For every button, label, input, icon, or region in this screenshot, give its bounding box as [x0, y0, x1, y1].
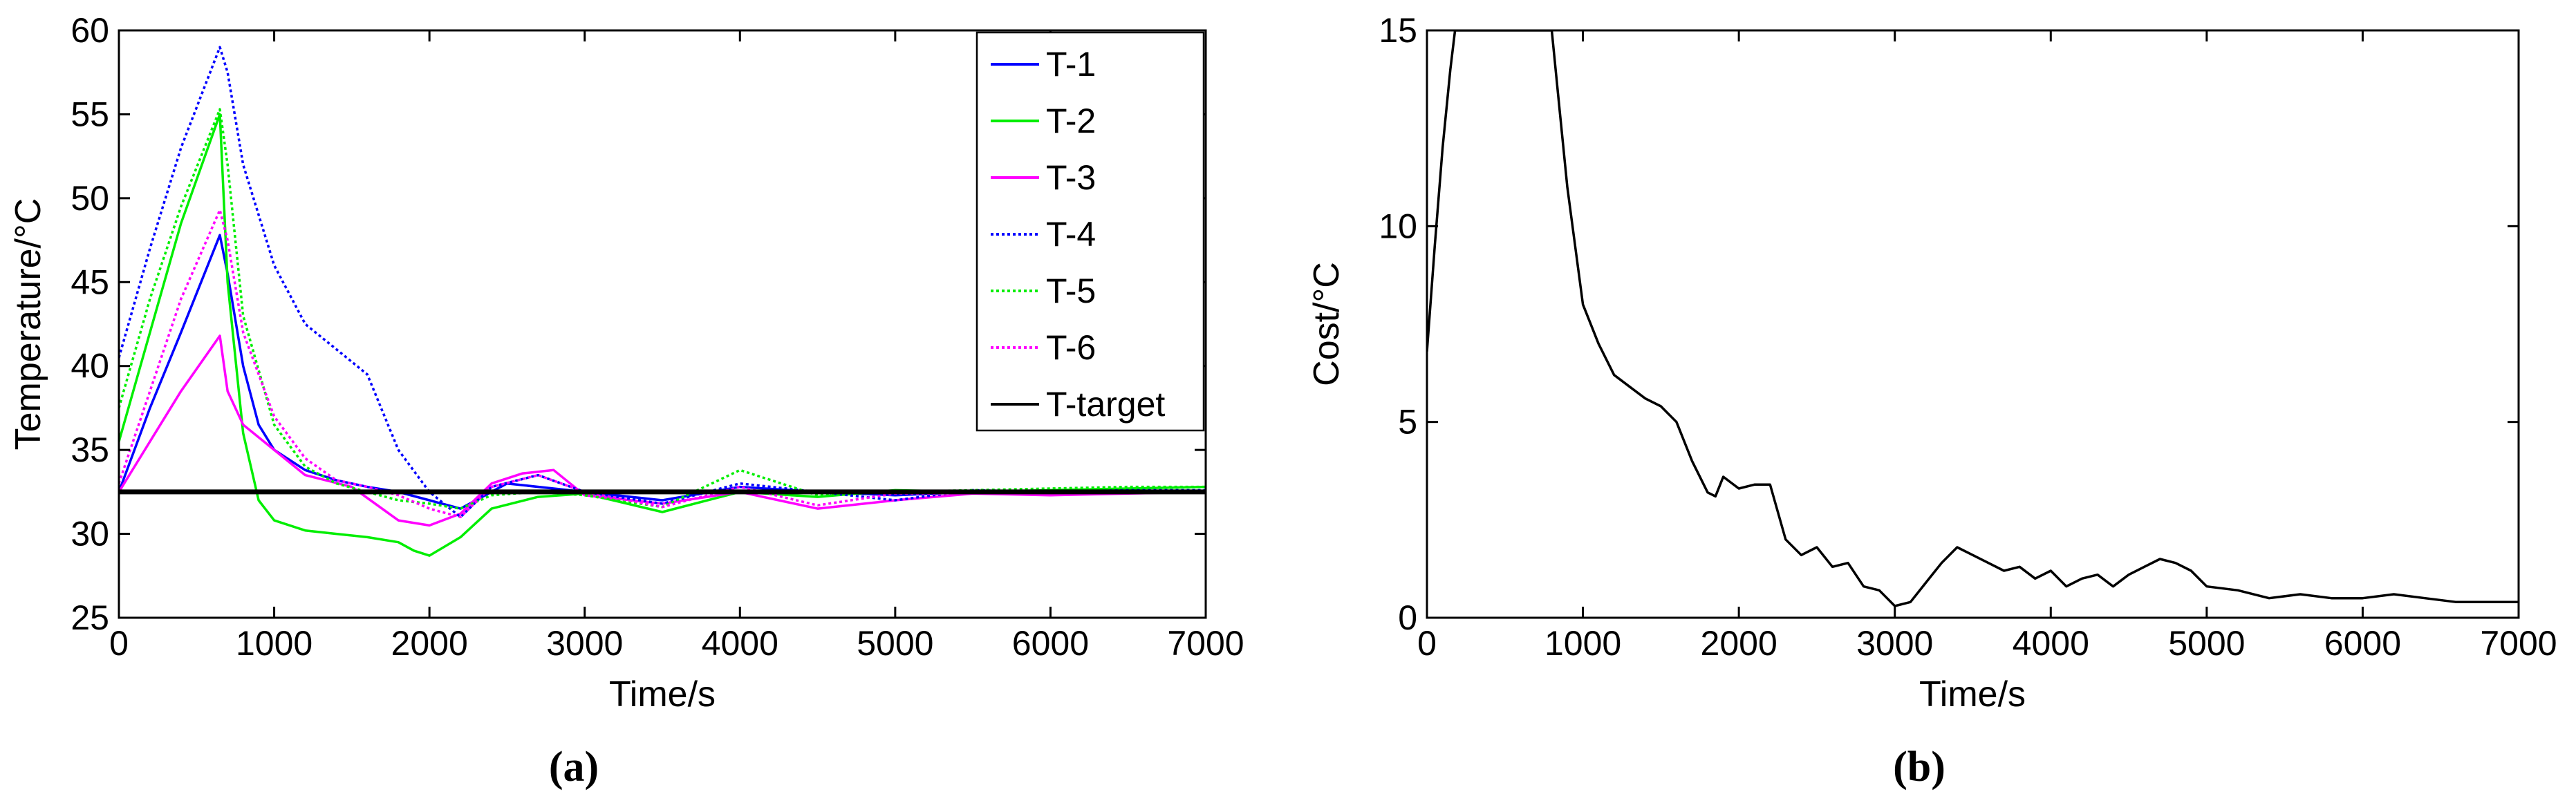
series-line-t-3 [119, 334, 1206, 527]
legend-label: T-1 [1046, 45, 1096, 84]
legend-label: T-5 [1046, 272, 1096, 310]
series-line-cost [1427, 30, 2519, 607]
x-tick-label: 2000 [1701, 624, 1777, 663]
x-tick-label: 1000 [1544, 624, 1621, 663]
x-tick-label: 3000 [1856, 624, 1933, 663]
y-tick-label: 5 [1398, 403, 1417, 442]
x-tick-label: 4000 [2013, 624, 2089, 663]
panel-a-x-ticks: 0 1000 2000 3000 4000 5000 6000 7000 [109, 30, 1244, 663]
panel-a-legend: T-1 T-2 T-3 T-4 T-5 T-6 T-target [976, 31, 1205, 432]
panel-a-series-group [119, 46, 1206, 557]
x-tick-label: 2000 [391, 624, 468, 663]
panel-a-x-axis-label: Time/s [609, 674, 716, 714]
x-tick-label: 6000 [1012, 624, 1089, 663]
x-tick-label: 3000 [546, 624, 623, 663]
panel-a-y-ticks: 25 30 35 40 45 50 55 60 [71, 11, 1206, 637]
y-tick-label: 50 [71, 179, 109, 218]
legend-label: T-2 [1046, 102, 1096, 140]
y-tick-label: 60 [71, 11, 109, 50]
legend-label: T-target [1046, 385, 1165, 424]
panel-a-caption: (a) [549, 744, 599, 790]
x-tick-label: 5000 [2168, 624, 2245, 663]
x-tick-label: 0 [1417, 624, 1437, 663]
panel-b-x-axis-label: Time/s [1919, 674, 2026, 714]
series-line-t-4 [119, 46, 1206, 519]
y-tick-label: 30 [71, 515, 109, 553]
y-tick-label: 0 [1398, 598, 1417, 637]
x-tick-label: 7000 [1167, 624, 1244, 663]
y-tick-label: 25 [71, 598, 109, 637]
y-tick-label: 15 [1379, 11, 1417, 50]
legend-label: T-4 [1046, 215, 1096, 254]
y-tick-label: 35 [71, 430, 109, 469]
panel-b-y-axis-label: Cost/°C [1307, 262, 1347, 386]
series-line-t-6 [119, 209, 1206, 519]
panel-b-x-ticks: 0 1000 2000 3000 4000 5000 6000 7000 [1417, 30, 2557, 663]
x-tick-label: 7000 [2480, 624, 2557, 663]
panel-b-series-group [1427, 30, 2519, 607]
panel-b: 0 1000 2000 3000 4000 5000 6000 7000 0 5 10 15 Tim… [1307, 11, 2557, 790]
legend-label: T-6 [1046, 328, 1096, 367]
x-tick-label: 1000 [236, 624, 312, 663]
x-tick-label: 5000 [857, 624, 933, 663]
series-line-t-5 [119, 108, 1206, 510]
legend-label: T-3 [1046, 158, 1096, 197]
panel-b-plot-frame [1426, 29, 2520, 619]
panel-b-caption: (b) [1893, 744, 1945, 790]
y-tick-label: 45 [71, 263, 109, 301]
y-tick-label: 55 [71, 95, 109, 133]
panel-a-plot-frame [118, 29, 1207, 619]
y-tick-label: 40 [71, 347, 109, 386]
panel-a-legend-box [976, 31, 1205, 432]
panel-a: 0 1000 2000 3000 4000 5000 6000 7000 25 30 35 40 45… [8, 11, 1244, 790]
x-tick-label: 6000 [2324, 624, 2401, 663]
panel-a-y-axis-label: Temperature/°C [8, 198, 48, 451]
panel-b-y-ticks: 0 5 10 15 [1379, 11, 2519, 637]
x-tick-label: 4000 [702, 624, 778, 663]
y-tick-label: 10 [1379, 207, 1417, 245]
x-tick-label: 0 [109, 624, 129, 663]
